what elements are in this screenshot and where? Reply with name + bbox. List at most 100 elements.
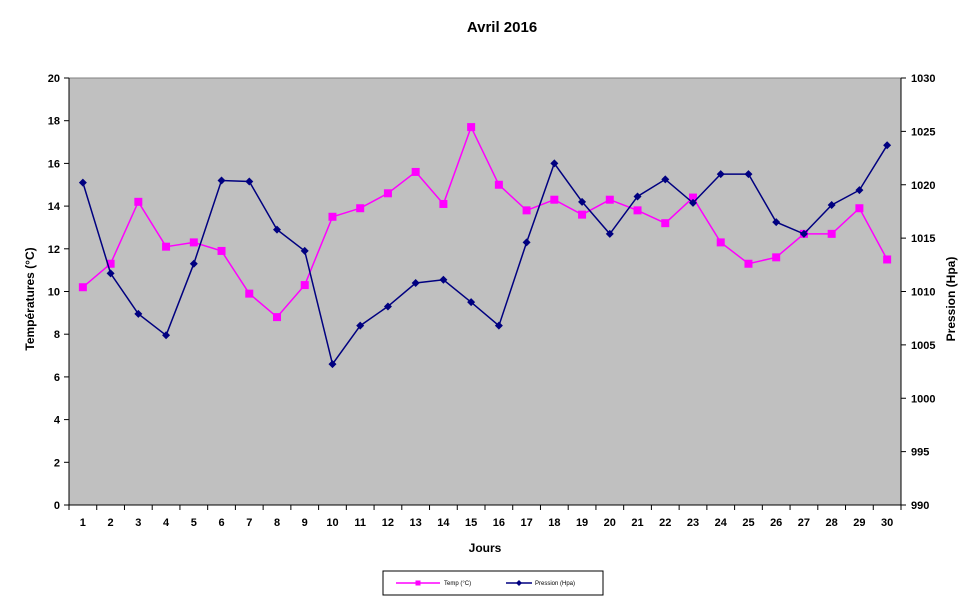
legend: Temp (°C) Pression (Hpa) [382,570,604,596]
y-axis-right-title: Pression (Hpa) [944,257,958,342]
y-axis-left-title: Températures (°C) [23,247,37,350]
pression-point [550,159,559,168]
temperature-point [744,259,753,268]
y-left-tick-label: 0 [54,500,60,512]
x-tick-label: 5 [191,517,197,529]
temperature-point [827,229,836,238]
x-tick-label: 4 [163,517,170,529]
pression-point [356,321,365,330]
pression-point [411,278,420,287]
pression-point [383,302,392,311]
legend-pressure-marker [516,580,522,586]
y-left-tick-label: 2 [54,457,60,469]
x-tick-label: 21 [631,517,643,529]
right-y-axis: 990 995 1000 1005 1010 1015 1020 1025 1030 [900,73,935,512]
y-right-tick-label: 995 [911,447,929,459]
pression-point [439,275,448,284]
x-tick-label: 22 [659,517,671,529]
y-right-tick-label: 1025 [911,126,935,138]
y-right-tick-label: 1030 [911,73,935,85]
y-left-tick-label: 12 [48,244,60,256]
temperature-point [578,210,587,219]
x-tick-label: 30 [881,517,893,529]
temperature-point [716,238,725,247]
pression-point [799,229,808,238]
y-left-tick-label: 14 [48,201,61,213]
y-left-tick-label: 18 [48,116,60,128]
temperature-point [328,212,337,221]
y-left-tick-label: 8 [54,329,60,341]
y-left-tick-label: 16 [48,158,60,170]
left-y-axis: 0 2 4 6 8 10 12 14 16 18 20 [48,73,70,512]
temperature-point [522,206,531,215]
y-right-tick-label: 1020 [911,180,935,192]
temperature-point [605,195,614,204]
x-tick-label: 7 [246,517,252,529]
temperature-point [439,199,448,208]
x-tick-label: 15 [465,517,477,529]
y-left-tick-label: 10 [48,287,60,299]
x-tick-label: 16 [493,517,505,529]
temperature-point [467,123,476,132]
x-tick-label: 23 [687,517,699,529]
x-tick-label: 18 [548,517,560,529]
y-left-tick-label: 4 [54,415,61,427]
temperature-point [772,253,781,262]
pression-point [217,176,226,185]
pression-point [300,246,309,255]
x-tick-label: 17 [520,517,532,529]
series-pression [78,141,892,369]
pression-point [605,229,614,238]
pression-point [494,321,503,330]
x-tick-label: 12 [382,517,394,529]
temperature-point [78,283,87,292]
x-tick-label: 8 [274,517,280,529]
x-tick-label: 11 [354,517,366,529]
legend-temp-label: Temp (°C) [444,581,471,587]
x-axis-title: Jours [469,541,502,555]
x-tick-label: 19 [576,517,588,529]
temperature-point [633,206,642,215]
x-tick-label: 1 [80,517,86,529]
pression-point [661,175,670,184]
temperature-point [162,242,171,251]
pression-point [78,178,87,187]
series-temperature [78,123,892,322]
x-tick-label: 26 [770,517,782,529]
y-right-tick-label: 1000 [911,393,935,405]
x-tick-label: 2 [108,517,114,529]
pression-point [189,259,198,268]
y-right-tick-label: 1005 [911,340,935,352]
temperature-point [855,204,864,213]
x-tick-label: 9 [302,517,308,529]
y-right-tick-label: 1010 [911,287,935,299]
temperature-point [217,246,226,255]
pression-point [134,309,143,318]
x-tick-label: 20 [604,517,616,529]
pression-point [578,197,587,206]
x-tick-label: 13 [410,517,422,529]
x-tick-label: 24 [715,517,728,529]
series-layer [78,123,892,369]
x-tick-label: 25 [742,517,754,529]
series-line [82,125,888,319]
pression-point [855,186,864,195]
temperature-point [134,197,143,206]
pression-point [633,192,642,201]
pression-point [772,218,781,227]
pression-point [522,238,531,247]
temperature-point [411,167,420,176]
temperature-point [383,189,392,198]
pression-point [245,177,254,186]
pression-point [689,198,697,207]
x-tick-label: 6 [218,517,224,529]
temperature-point [189,238,198,247]
x-axis: 1 2 3 4 5 6 7 8 9 10 11 12 13 14 15 16 17 18 19 20 21 22 23 24 2… [68,504,902,529]
legend-temp-marker [415,580,421,586]
pression-point [467,298,476,307]
temperature-point [245,289,254,298]
pression-point [162,331,171,340]
pression-point [328,360,337,369]
plot-area [68,77,902,506]
